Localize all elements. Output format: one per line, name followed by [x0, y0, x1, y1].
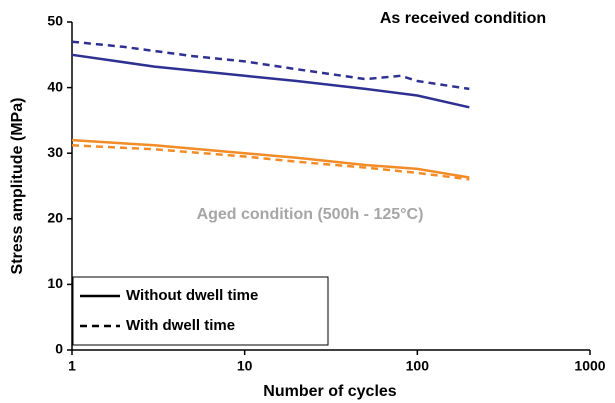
data-line	[71, 53, 470, 109]
data-line	[71, 144, 470, 181]
legend-box	[72, 276, 329, 346]
annotation: Aged condition (500h - 125°C)	[197, 206, 424, 223]
y-tick-label: 10	[47, 275, 63, 291]
x-tick-label: 10	[237, 358, 253, 374]
legend-label: Without dwell time	[126, 287, 258, 304]
y-tick-label: 40	[47, 78, 63, 94]
data-line	[71, 138, 470, 179]
x-tick-label: 100	[406, 358, 430, 374]
x-axis-label: Number of cycles	[263, 383, 396, 400]
y-tick-label: 20	[47, 210, 63, 226]
y-tick-label: 50	[47, 13, 63, 29]
y-axis-label: Stress amplitude (MPa)	[9, 98, 26, 275]
y-tick-label: 30	[47, 144, 63, 160]
x-tick-label: 1	[68, 358, 76, 374]
data-line	[71, 40, 470, 91]
annotation: As received condition	[380, 10, 546, 27]
y-tick-label: 0	[55, 341, 63, 357]
x-tick-label: 1000	[574, 358, 605, 374]
legend-label: With dwell time	[126, 317, 235, 334]
